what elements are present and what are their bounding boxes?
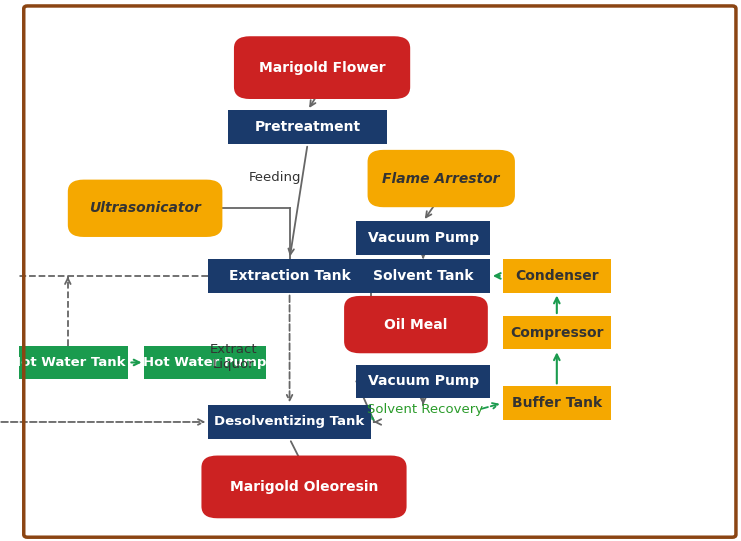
Text: Marigold Flower: Marigold Flower (259, 61, 385, 75)
Text: Vacuum Pump: Vacuum Pump (368, 231, 479, 245)
Text: Solvent Recovery: Solvent Recovery (367, 403, 482, 416)
Text: Extract
Liquor: Extract Liquor (210, 343, 258, 371)
FancyBboxPatch shape (368, 150, 515, 207)
Text: Condenser: Condenser (515, 269, 599, 283)
Text: Vacuum Pump: Vacuum Pump (368, 374, 479, 388)
FancyBboxPatch shape (502, 259, 611, 293)
FancyBboxPatch shape (202, 456, 407, 518)
FancyBboxPatch shape (344, 296, 488, 353)
FancyBboxPatch shape (356, 259, 490, 293)
FancyBboxPatch shape (234, 36, 411, 99)
Text: Ultrasonicator: Ultrasonicator (89, 201, 201, 215)
FancyBboxPatch shape (356, 221, 490, 255)
FancyBboxPatch shape (356, 365, 490, 398)
Text: Desolventizing Tank: Desolventizing Tank (214, 415, 365, 428)
Text: Buffer Tank: Buffer Tank (512, 396, 602, 410)
Text: Oil Meal: Oil Meal (385, 318, 448, 332)
FancyBboxPatch shape (502, 386, 611, 420)
Text: Feeding: Feeding (248, 171, 301, 184)
FancyBboxPatch shape (228, 110, 387, 144)
Text: Compressor: Compressor (510, 326, 604, 340)
FancyBboxPatch shape (7, 346, 128, 379)
FancyBboxPatch shape (502, 316, 611, 349)
Text: Extraction Tank: Extraction Tank (229, 269, 350, 283)
Text: Hot Water Pump: Hot Water Pump (143, 356, 267, 369)
Text: Marigold Oleoresin: Marigold Oleoresin (230, 480, 378, 494)
Text: Hot Water Tank: Hot Water Tank (10, 356, 125, 369)
Text: Pretreatment: Pretreatment (255, 120, 361, 134)
Text: Solvent Tank: Solvent Tank (373, 269, 473, 283)
FancyBboxPatch shape (68, 180, 222, 237)
FancyBboxPatch shape (208, 259, 370, 293)
FancyBboxPatch shape (144, 346, 266, 379)
FancyBboxPatch shape (208, 405, 370, 439)
Text: Flame Arrestor: Flame Arrestor (382, 171, 500, 186)
